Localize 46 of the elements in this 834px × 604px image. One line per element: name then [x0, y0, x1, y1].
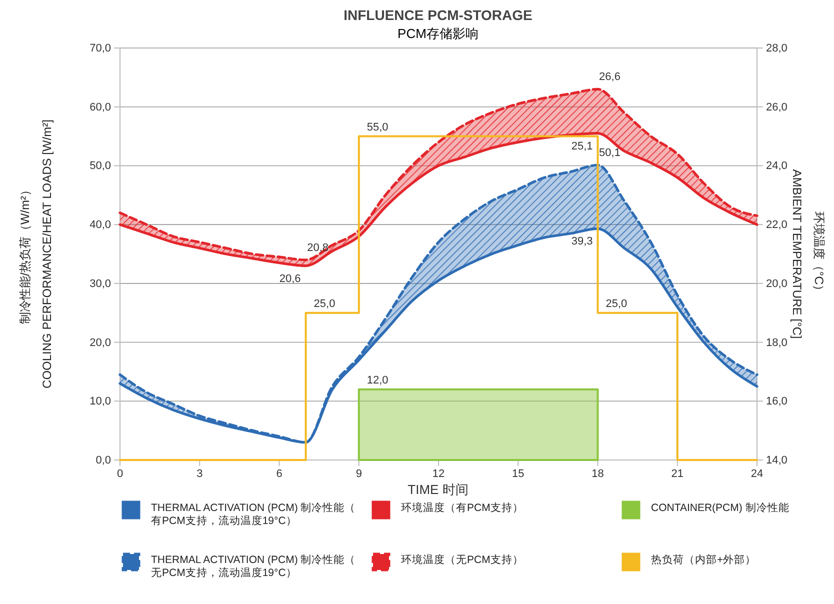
- x-tick-label: 12: [432, 468, 445, 480]
- x-tick-label: 21: [671, 468, 684, 480]
- x-tick-label: 6: [276, 468, 282, 480]
- data-label: 50,1: [599, 147, 620, 160]
- x-axis-title: TIME 时间: [408, 482, 468, 497]
- y2-tick-label: 20,0: [766, 278, 788, 290]
- legend-label: 环境温度（有PCM支持）: [401, 501, 524, 514]
- data-label: 12,0: [366, 374, 388, 386]
- x-tick-label: 0: [116, 468, 124, 480]
- data-label: 20,6: [279, 272, 301, 285]
- legend-label: 热负荷（内部+外部）: [651, 553, 756, 566]
- y2-tick-label: 24,0: [766, 160, 788, 172]
- y-tick-label: 20,0: [90, 336, 111, 349]
- legend-label: THERMAL ACTIVATION (PCM) 制冷性能（有PCM支持，流动温度19°C）: [151, 501, 356, 527]
- chart-title: INFLUENCE PCM-STORAGE: [344, 7, 532, 23]
- y-tick-label: 10,0: [90, 396, 111, 408]
- y-tick-label: 0,0: [96, 454, 111, 467]
- chart-subtitle: PCM存储影响: [398, 26, 478, 41]
- x-tick-label: 24: [750, 468, 764, 480]
- y2-tick-label: 22,0: [766, 219, 788, 232]
- y-tick-label: 70,0: [90, 42, 111, 55]
- y2-tick-label: 18,0: [766, 336, 788, 349]
- legend-label: 环境温度（无PCM支持）: [401, 553, 524, 566]
- x-tick-label: 9: [356, 468, 362, 480]
- y-axis-title: COOLING PERFORMANCE/HEAT LOADS [W/m²] 制冷性能/热负荷（W/m²）: [18, 120, 54, 388]
- y2-tick-label: 14,0: [766, 454, 788, 467]
- x-tick-label: 3: [196, 468, 203, 480]
- y-tick-label: 50,0: [90, 160, 111, 172]
- y2-tick-label: 28,0: [766, 42, 788, 55]
- data-label: 55,0: [366, 121, 388, 134]
- y-tick-label: 40,0: [90, 219, 111, 232]
- data-label: 20,8: [307, 242, 329, 254]
- y2-tick-label: 26,0: [766, 101, 788, 114]
- data-label: 39,3: [571, 236, 593, 248]
- x-tick-label: 15: [512, 468, 524, 480]
- y2-axis-title: AMBIENT TEMPERATURE [°C] 环境温度（°C）: [790, 169, 826, 339]
- data-label: 25,1: [571, 140, 593, 152]
- legend-label: CONTAINER(PCM) 制冷性能: [651, 501, 790, 514]
- data-label: 26,6: [599, 71, 620, 84]
- data-label: 25,0: [314, 298, 336, 310]
- legend-label: THERMAL ACTIVATION (PCM) 制冷性能（无PCM支持，流动温度19°C）: [151, 553, 356, 579]
- y-tick-label: 30,0: [90, 278, 111, 290]
- data-label: 25,0: [606, 298, 628, 310]
- y-tick-label: 60,0: [90, 101, 111, 114]
- x-tick-label: 18: [592, 468, 604, 480]
- y2-tick-label: 16,0: [766, 396, 788, 408]
